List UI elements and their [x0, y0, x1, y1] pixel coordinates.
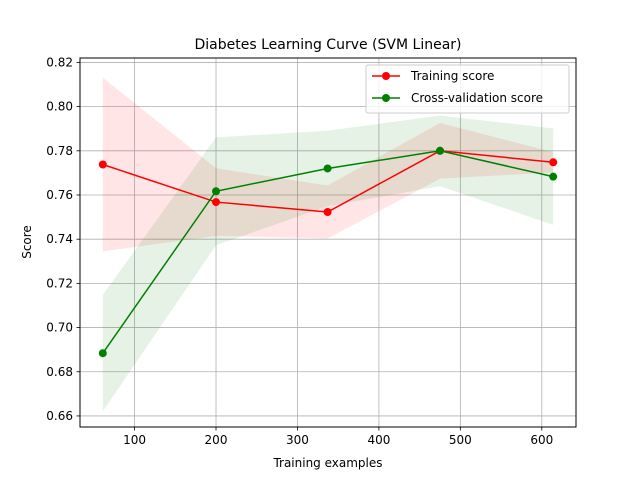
- series-markers: [98, 146, 558, 358]
- training-score-point: [549, 158, 558, 167]
- legend-swatch-training-marker: [382, 72, 390, 80]
- y-tick-label: 0.66: [46, 409, 73, 423]
- y-tick-label: 0.78: [46, 144, 73, 158]
- y-tick-label: 0.72: [46, 276, 73, 290]
- training-score-point: [323, 208, 332, 217]
- x-tick-label: 500: [449, 433, 472, 447]
- grid-lines: [80, 58, 576, 427]
- y-axis-ticks: 0.66 0.68 0.70 0.72 0.74 0.76 0.78 0.80 0.82: [46, 55, 80, 423]
- training-score-point: [212, 198, 221, 207]
- x-tick-label: 300: [286, 433, 309, 447]
- x-tick-label: 200: [205, 433, 228, 447]
- cv-score-point: [323, 164, 332, 173]
- y-tick-label: 0.74: [46, 232, 73, 246]
- legend-box: [365, 64, 570, 114]
- legend-label-training: Training score: [410, 69, 494, 83]
- y-tick-label: 0.70: [46, 321, 73, 335]
- x-tick-label: 600: [530, 433, 553, 447]
- legend: Training score Cross-validation score: [365, 64, 570, 114]
- x-axis-label: Training examples: [272, 456, 382, 470]
- x-tick-label: 400: [367, 433, 390, 447]
- cv-score-point: [549, 172, 558, 181]
- legend-swatch-cv-marker: [382, 94, 390, 102]
- y-tick-label: 0.76: [46, 188, 73, 202]
- y-tick-label: 0.68: [46, 365, 73, 379]
- x-tick-label: 100: [123, 433, 146, 447]
- chart-title: Diabetes Learning Curve (SVM Linear): [194, 37, 461, 53]
- cv-score-point: [435, 146, 444, 155]
- x-axis-ticks: 100 200 300 400 500 600: [123, 427, 553, 447]
- cv-score-point: [98, 349, 107, 358]
- y-tick-label: 0.80: [46, 100, 73, 114]
- y-axis-label: Score: [20, 225, 34, 259]
- training-score-band: [102, 77, 554, 252]
- legend-label-cv: Cross-validation score: [411, 91, 543, 105]
- y-tick-label: 0.82: [46, 55, 73, 69]
- cv-score-point: [212, 187, 221, 196]
- training-score-point: [98, 160, 107, 169]
- plot-area-frame: [79, 57, 577, 428]
